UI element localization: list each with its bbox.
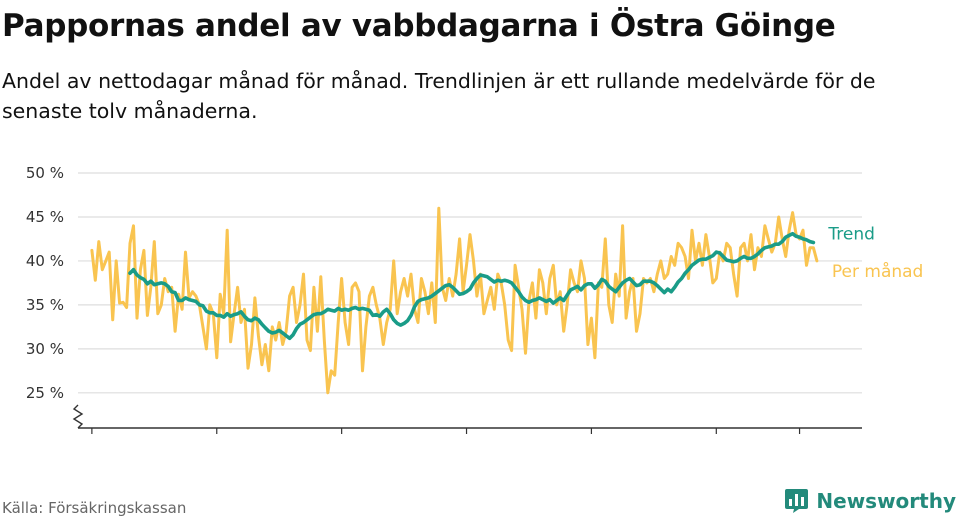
series-layer	[90, 206, 819, 395]
y-tick-label: 30 %	[26, 340, 64, 358]
y-tick-label: 40 %	[26, 252, 64, 270]
source-note: Källa: Försäkringskassan	[2, 499, 187, 517]
chart-title: Pappornas andel av vabbdagarna i Östra G…	[2, 8, 836, 44]
legend-label-trend: Trend	[827, 224, 875, 244]
grid-lines	[78, 172, 862, 394]
series-line-trend	[128, 231, 816, 341]
line-chart: 25 % 30 % 35 % 40 % 45 % 50 % 200620092012201…	[26, 164, 923, 434]
brand-name: Newsworthy	[816, 489, 956, 513]
y-tick-label: 45 %	[26, 208, 64, 226]
chart-subtitle: Andel av nettodagar månad för månad. Tre…	[2, 69, 876, 123]
series-line-per-manad	[90, 206, 819, 395]
y-tick-label: 25 %	[26, 384, 64, 402]
legend-label-per-manad: Per månad	[832, 261, 923, 282]
legend: Per månad Trend	[827, 224, 923, 281]
y-tick-label: 50 %	[26, 164, 64, 182]
x-axis: 2006200920122015201820212023	[72, 404, 862, 434]
y-axis-labels: 25 % 30 % 35 % 40 % 45 % 50 %	[26, 164, 64, 402]
brand-logo[interactable]: Newsworthy	[784, 488, 956, 514]
y-tick-label: 35 %	[26, 296, 64, 314]
axis-break-icon	[72, 404, 84, 429]
bar-chart-logo-icon	[785, 489, 809, 513]
